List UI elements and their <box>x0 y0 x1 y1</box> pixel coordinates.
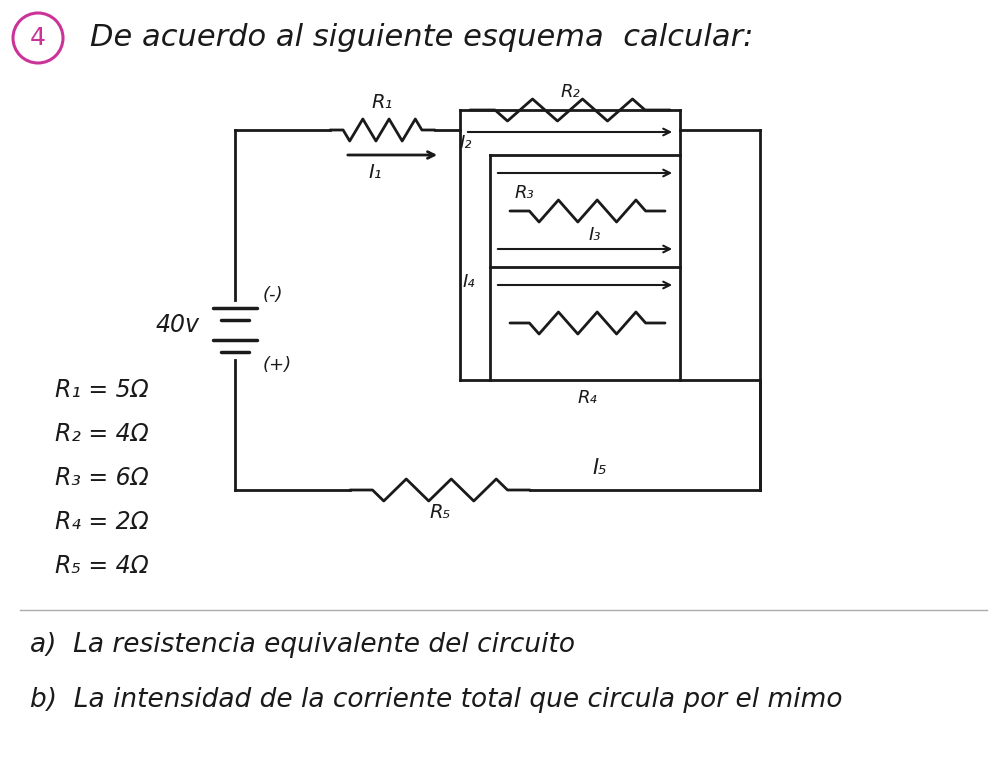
Text: I₁: I₁ <box>369 162 382 181</box>
Text: a)  La resistencia equivalente del circuito: a) La resistencia equivalente del circui… <box>30 632 575 658</box>
Text: R₃: R₃ <box>515 184 535 202</box>
Text: (-): (-) <box>263 286 284 304</box>
Text: R₅: R₅ <box>429 503 451 522</box>
Text: I₃: I₃ <box>589 226 601 244</box>
Text: De acuerdo al siguiente esquema  calcular:: De acuerdo al siguiente esquema calcular… <box>90 23 753 52</box>
Text: 40v: 40v <box>156 313 200 337</box>
Text: R₄: R₄ <box>577 389 597 407</box>
Text: b)  La intensidad de la corriente total que circula por el mimo: b) La intensidad de la corriente total q… <box>30 687 843 713</box>
Text: R₅ = 4Ω: R₅ = 4Ω <box>55 554 149 578</box>
Text: R₂ = 4Ω: R₂ = 4Ω <box>55 422 149 446</box>
Text: (+): (+) <box>263 356 292 374</box>
Text: R₁: R₁ <box>372 93 393 111</box>
Text: R₁ = 5Ω: R₁ = 5Ω <box>55 378 149 402</box>
Text: R₄ = 2Ω: R₄ = 2Ω <box>55 510 149 534</box>
Text: R₂: R₂ <box>560 83 580 101</box>
Text: I₂: I₂ <box>459 134 472 152</box>
Text: I₅: I₅ <box>593 458 607 478</box>
Text: R₃ = 6Ω: R₃ = 6Ω <box>55 466 149 490</box>
Text: 4: 4 <box>30 26 46 50</box>
Text: I₄: I₄ <box>462 273 475 291</box>
